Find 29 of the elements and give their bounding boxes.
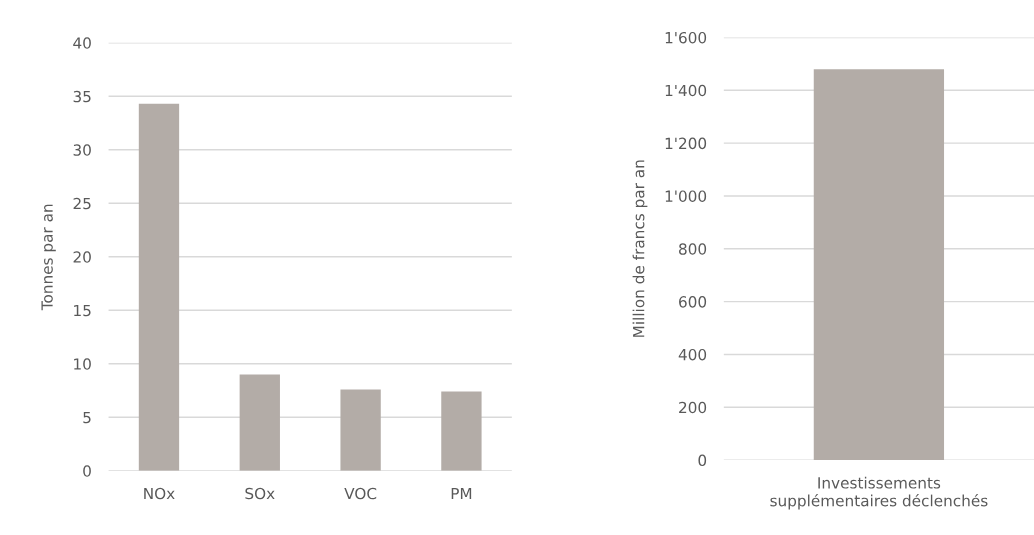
y-tick-label: 35 (73, 90, 91, 103)
y-tick-label: 800 (679, 243, 707, 255)
bar (441, 391, 482, 471)
y-axis-title: Tonnes par an (41, 204, 56, 311)
y-tick-label: 10 (74, 358, 91, 370)
y-tick-label: 20 (73, 251, 91, 263)
y-tick-label: 1'000 (665, 190, 707, 202)
x-tick-label: SOx (245, 487, 275, 500)
x-tick-label: VOC (344, 487, 377, 500)
y-tick-label: 40 (73, 37, 91, 49)
bar (138, 103, 180, 471)
y-tick-label: 0 (698, 454, 707, 467)
x-tick-label: PM (451, 487, 472, 500)
y-tick-label: 1'200 (665, 137, 707, 150)
y-tick-label: 200 (679, 401, 707, 414)
x-tick-label: NOx (144, 487, 175, 500)
y-tick-label: 1'400 (665, 84, 707, 97)
bar (239, 374, 280, 471)
x-tick-label: Investissements supplémentaires déclenchés (770, 476, 988, 510)
y-tick-label: 400 (678, 348, 707, 361)
y-tick-label: 1'600 (665, 31, 707, 44)
y-axis-title: Million de francs par an (632, 160, 648, 337)
y-tick-label: 25 (73, 197, 91, 210)
y-tick-label: 5 (83, 411, 91, 424)
y-tick-label: 600 (679, 296, 707, 308)
y-tick-label: 15 (74, 304, 91, 317)
bar (340, 389, 381, 471)
y-tick-label: 0 (83, 465, 91, 477)
y-tick-label: 30 (73, 144, 91, 156)
